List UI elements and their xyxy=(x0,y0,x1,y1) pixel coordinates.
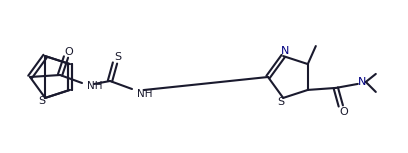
Text: O: O xyxy=(64,47,73,57)
Text: NH: NH xyxy=(137,89,153,99)
Text: O: O xyxy=(339,107,348,117)
Text: N: N xyxy=(281,46,289,56)
Text: S: S xyxy=(39,96,46,106)
Text: S: S xyxy=(114,52,122,62)
Text: S: S xyxy=(277,97,285,107)
Text: N: N xyxy=(357,77,366,87)
Text: NH: NH xyxy=(87,81,102,91)
